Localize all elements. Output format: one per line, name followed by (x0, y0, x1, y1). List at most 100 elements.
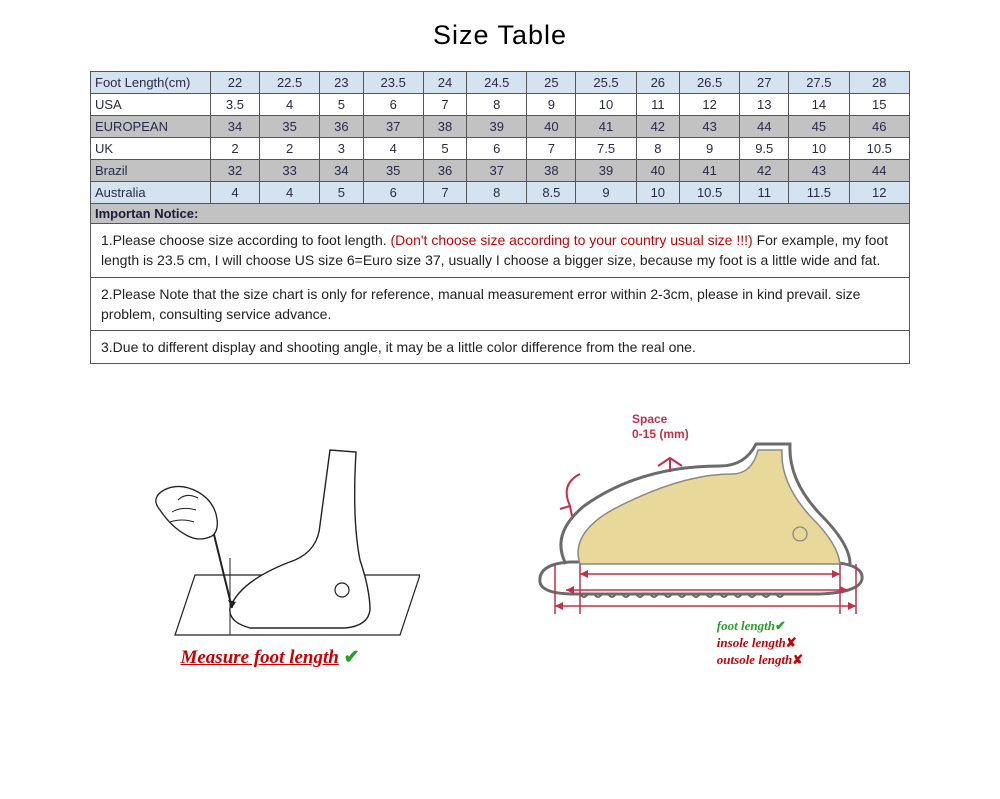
notice-1: 1.Please choose size according to foot l… (90, 224, 910, 278)
measure-caption-text: Measure foot length (180, 647, 338, 668)
cell: 4 (259, 182, 319, 204)
cell: 6 (467, 138, 527, 160)
cell: 3 (320, 138, 363, 160)
cell: 13 (740, 94, 789, 116)
cell: 11 (740, 182, 789, 204)
table-row: USA3.5456789101112131415 (91, 94, 910, 116)
cell: 44 (740, 116, 789, 138)
cell: 23.5 (363, 72, 423, 94)
cell: 8 (467, 182, 527, 204)
cell: 2 (259, 138, 319, 160)
cell: 8 (467, 94, 527, 116)
cell: 10 (576, 94, 636, 116)
cell: 8 (636, 138, 679, 160)
cell: 43 (789, 160, 849, 182)
row-label: Brazil (91, 160, 211, 182)
cell: 35 (259, 116, 319, 138)
cell: 24.5 (467, 72, 527, 94)
cell: 40 (636, 160, 679, 182)
cell: 5 (320, 94, 363, 116)
length-legend: foot length✔ insole length✘ outsole leng… (717, 618, 803, 669)
cell: 11.5 (789, 182, 849, 204)
cell: 4 (259, 94, 319, 116)
notice-1-pre: 1.Please choose size according to foot l… (101, 232, 391, 248)
cell: 25 (527, 72, 576, 94)
cell: 6 (363, 94, 423, 116)
cell: 11 (636, 94, 679, 116)
table-row: Australia4456788.591010.51111.512 (91, 182, 910, 204)
cell: 26 (636, 72, 679, 94)
cell: 27 (740, 72, 789, 94)
check-icon: ✔ (344, 647, 360, 668)
cell: 5 (423, 138, 466, 160)
cell: 5 (320, 182, 363, 204)
cell: 7 (423, 182, 466, 204)
cell: 9 (527, 94, 576, 116)
cell: 8.5 (527, 182, 576, 204)
cell: 40 (527, 116, 576, 138)
cell: 37 (363, 116, 423, 138)
cell: 14 (789, 94, 849, 116)
measure-svg (120, 440, 420, 640)
cell: 9.5 (740, 138, 789, 160)
notice-1-red: (Don't choose size according to your cou… (391, 232, 753, 248)
cell: 43 (679, 116, 739, 138)
cell: 9 (679, 138, 739, 160)
cell: 6 (363, 182, 423, 204)
notice-3: 3.Due to different display and shooting … (90, 331, 910, 364)
row-label: UK (91, 138, 211, 160)
table-row: EUROPEAN34353637383940414243444546 (91, 116, 910, 138)
space-label-1: Space (632, 412, 667, 426)
legend-foot: foot length (717, 618, 775, 633)
cell: 38 (423, 116, 466, 138)
cell: 44 (849, 160, 909, 182)
row-label: Foot Length(cm) (91, 72, 211, 94)
cell: 32 (211, 160, 260, 182)
shoe-diagram: Space 0-15 (mm) (520, 414, 880, 669)
cell: 22.5 (259, 72, 319, 94)
row-label: USA (91, 94, 211, 116)
cell: 41 (679, 160, 739, 182)
cell: 35 (363, 160, 423, 182)
table-row: Brazil32333435363738394041424344 (91, 160, 910, 182)
cell: 34 (211, 116, 260, 138)
check-icon: ✔ (775, 618, 786, 633)
diagrams-row: Measure foot length ✔ Space 0-15 (mm) (90, 414, 910, 669)
cell: 28 (849, 72, 909, 94)
cell: 36 (320, 116, 363, 138)
measure-caption: Measure foot length ✔ (120, 646, 420, 669)
cell: 7 (527, 138, 576, 160)
cell: 9 (576, 182, 636, 204)
cell: 45 (789, 116, 849, 138)
cell: 7.5 (576, 138, 636, 160)
table-row: UK22345677.5899.51010.5 (91, 138, 910, 160)
cell: 39 (467, 116, 527, 138)
size-table: Foot Length(cm)2222.52323.52424.52525.52… (90, 71, 910, 204)
table-row: Foot Length(cm)2222.52323.52424.52525.52… (91, 72, 910, 94)
cross-icon: ✘ (786, 635, 797, 650)
cell: 22 (211, 72, 260, 94)
cell: 23 (320, 72, 363, 94)
legend-outsole: outsole length (717, 652, 793, 667)
cell: 46 (849, 116, 909, 138)
cell: 41 (576, 116, 636, 138)
cell: 42 (636, 116, 679, 138)
row-label: Australia (91, 182, 211, 204)
cell: 10.5 (679, 182, 739, 204)
cell: 15 (849, 94, 909, 116)
cell: 27.5 (789, 72, 849, 94)
cell: 33 (259, 160, 319, 182)
cell: 36 (423, 160, 466, 182)
measure-diagram: Measure foot length ✔ (120, 440, 420, 669)
cell: 10 (789, 138, 849, 160)
cell: 34 (320, 160, 363, 182)
cell: 10.5 (849, 138, 909, 160)
cell: 12 (849, 182, 909, 204)
cell: 3.5 (211, 94, 260, 116)
cell: 4 (211, 182, 260, 204)
cell: 24 (423, 72, 466, 94)
cell: 12 (679, 94, 739, 116)
shoe-svg (520, 414, 880, 614)
space-label: Space 0-15 (mm) (632, 412, 689, 441)
page-title: Size Table (90, 20, 910, 51)
